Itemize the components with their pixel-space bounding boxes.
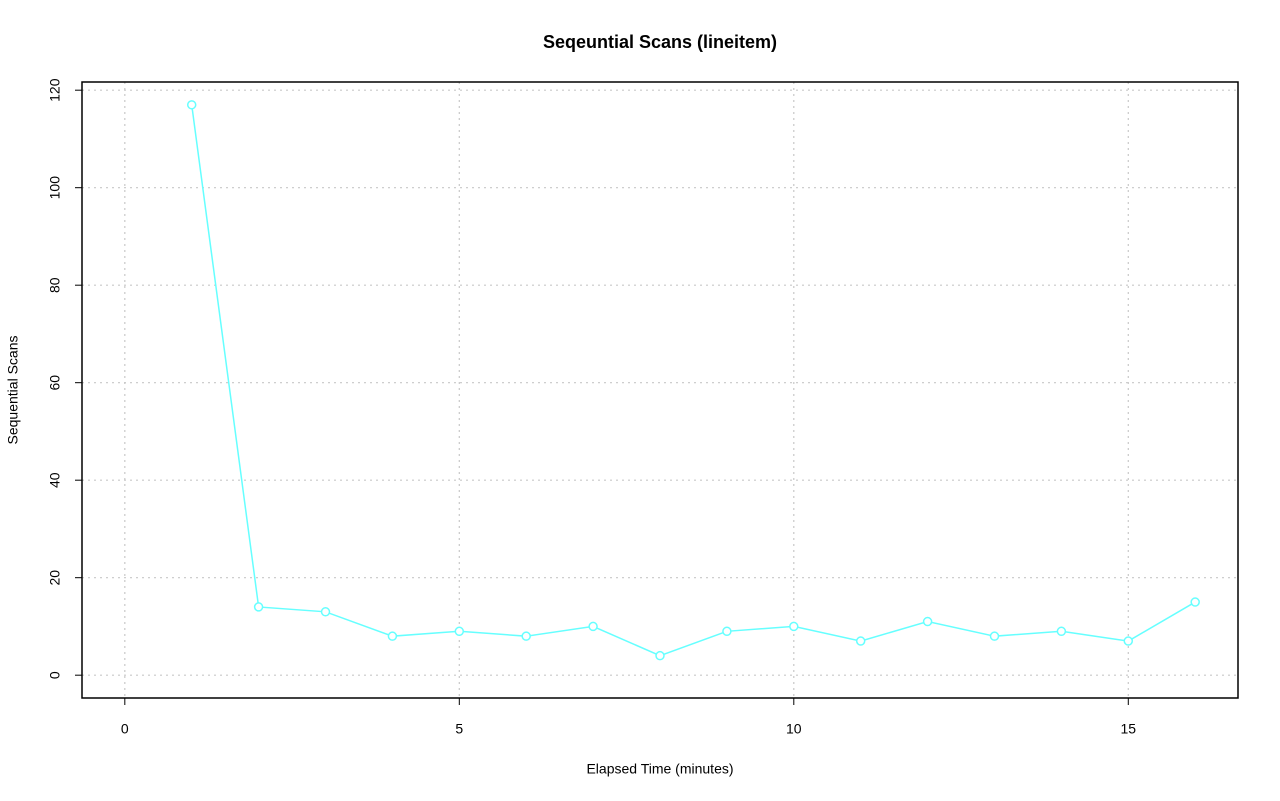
data-point	[186, 100, 197, 110]
data-point	[655, 650, 665, 661]
x-tick-label: 0	[121, 721, 129, 737]
chart-title: Seqeuntial Scans (lineitem)	[543, 32, 777, 52]
x-tick-label: 15	[1120, 721, 1136, 737]
data-point	[387, 631, 398, 641]
y-tick-label: 80	[47, 277, 63, 293]
x-tick-label: 10	[786, 721, 802, 737]
data-point	[989, 631, 1000, 641]
x-axis-label: Elapsed Time (minutes)	[586, 761, 733, 777]
data-point	[855, 636, 866, 646]
y-tick-label: 0	[47, 671, 63, 679]
y-axis-label: Sequential Scans	[5, 336, 21, 445]
y-tick-label: 40	[47, 472, 63, 488]
data-point	[588, 621, 598, 632]
data-point	[521, 631, 531, 641]
plot-frame	[81, 81, 1239, 699]
data-point	[922, 616, 933, 627]
data-point	[320, 607, 331, 617]
data-point	[454, 626, 465, 637]
data-point	[253, 602, 264, 612]
data-point	[789, 621, 799, 632]
data-point	[1123, 636, 1134, 646]
data-point	[1190, 597, 1200, 607]
data-point	[722, 626, 732, 637]
x-tick-label: 5	[455, 721, 463, 737]
y-tick-label: 120	[47, 78, 63, 102]
y-tick-label: 100	[47, 176, 63, 200]
data-point	[1056, 626, 1067, 637]
y-tick-label: 20	[47, 570, 63, 586]
y-tick-label: 60	[47, 375, 63, 391]
series-line	[190, 104, 1196, 657]
